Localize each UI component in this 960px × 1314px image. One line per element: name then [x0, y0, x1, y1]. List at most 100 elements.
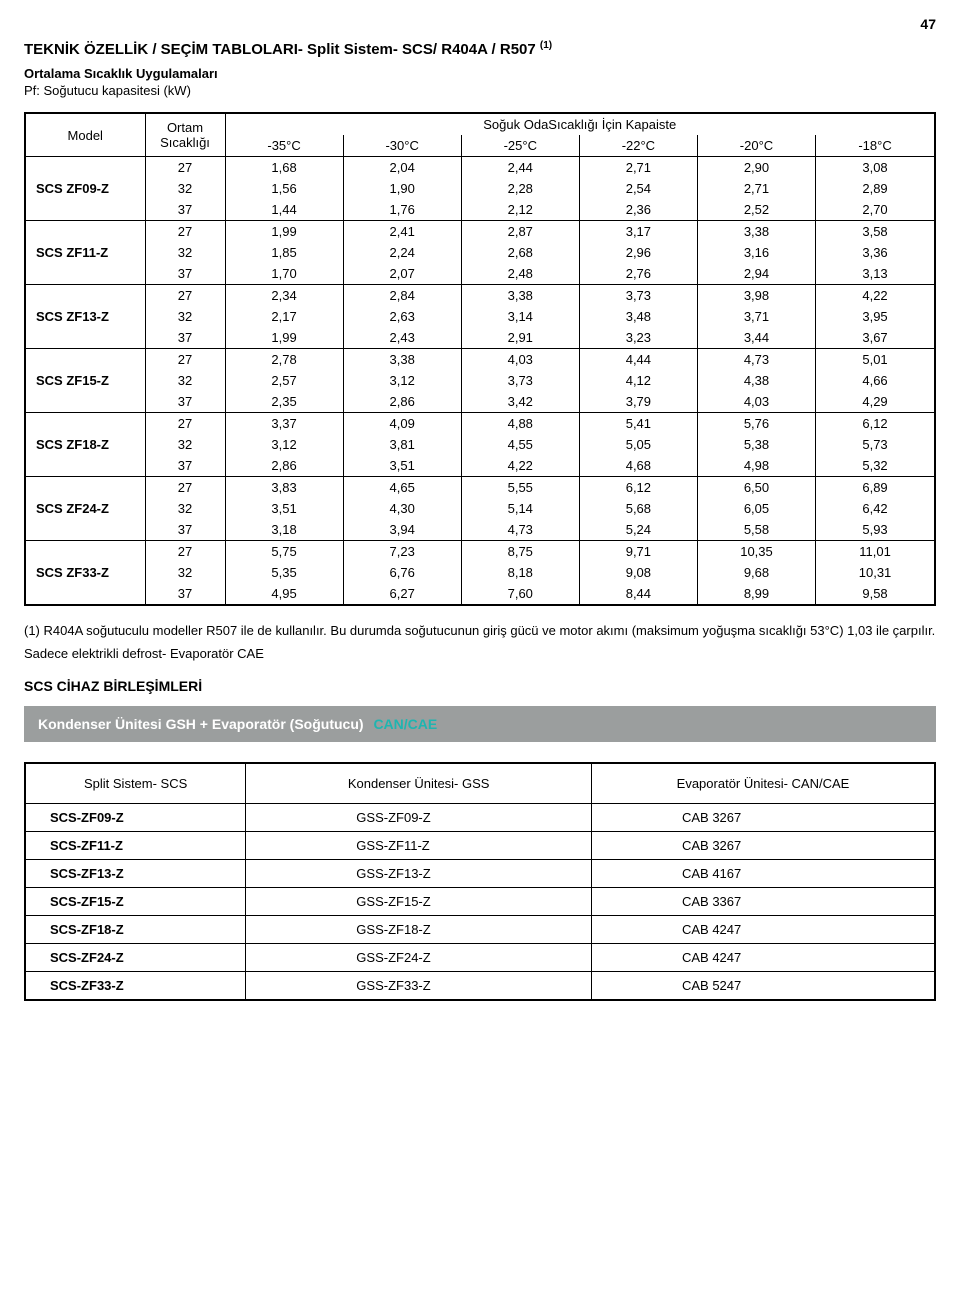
- ambient-cell: 32: [145, 242, 225, 263]
- value-cell: 9,08: [579, 562, 697, 583]
- value-cell: 9,71: [579, 541, 697, 563]
- pair-cell: GSS-ZF09-Z: [246, 803, 592, 831]
- temp-col-5: -18°C: [816, 135, 935, 157]
- table-row: 372,863,514,224,684,985,32: [25, 455, 935, 477]
- value-cell: 2,28: [461, 178, 579, 199]
- model-cell: SCS ZF11-Z: [25, 221, 145, 285]
- value-cell: 1,70: [225, 263, 343, 285]
- value-cell: 5,93: [816, 519, 935, 541]
- pair-cell: GSS-ZF24-Z: [246, 943, 592, 971]
- table-row: SCS-ZF09-ZGSS-ZF09-ZCAB 3267: [25, 803, 935, 831]
- footnote-1: (1) R404A soğutuculu modeller R507 ile d…: [24, 622, 936, 641]
- value-cell: 3,94: [343, 519, 461, 541]
- value-cell: 5,58: [697, 519, 815, 541]
- value-cell: 4,98: [697, 455, 815, 477]
- table-row: 325,356,768,189,089,6810,31: [25, 562, 935, 583]
- table-row: 321,561,902,282,542,712,89: [25, 178, 935, 199]
- value-cell: 4,30: [343, 498, 461, 519]
- value-cell: 2,12: [461, 199, 579, 221]
- value-cell: 6,27: [343, 583, 461, 605]
- table-row: SCS-ZF13-ZGSS-ZF13-ZCAB 4167: [25, 859, 935, 887]
- value-cell: 3,38: [343, 349, 461, 371]
- ambient-cell: 37: [145, 455, 225, 477]
- pf-line: Pf: Soğutucu kapasitesi (kW): [24, 83, 936, 98]
- value-cell: 5,55: [461, 477, 579, 499]
- value-cell: 2,63: [343, 306, 461, 327]
- value-cell: 2,57: [225, 370, 343, 391]
- ambient-cell: 27: [145, 349, 225, 371]
- footnote-2: Sadece elektrikli defrost- Evaporatör CA…: [24, 645, 936, 664]
- value-cell: 3,38: [697, 221, 815, 243]
- value-cell: 4,12: [579, 370, 697, 391]
- pair-cell: SCS-ZF13-Z: [25, 859, 246, 887]
- value-cell: 2,71: [579, 157, 697, 179]
- value-cell: 3,81: [343, 434, 461, 455]
- value-cell: 3,58: [816, 221, 935, 243]
- value-cell: 2,34: [225, 285, 343, 307]
- value-cell: 4,95: [225, 583, 343, 605]
- value-cell: 4,73: [697, 349, 815, 371]
- value-cell: 6,50: [697, 477, 815, 499]
- table-row: SCS ZF18-Z273,374,094,885,415,766,12: [25, 413, 935, 435]
- page-title: TEKNİK ÖZELLİK / SEÇİM TABLOLARI- Split …: [24, 40, 936, 58]
- pair-cell: SCS-ZF15-Z: [25, 887, 246, 915]
- value-cell: 2,35: [225, 391, 343, 413]
- table-row: 323,514,305,145,686,056,42: [25, 498, 935, 519]
- value-cell: 2,78: [225, 349, 343, 371]
- table-row: 374,956,277,608,448,999,58: [25, 583, 935, 605]
- value-cell: 2,76: [579, 263, 697, 285]
- value-cell: 5,38: [697, 434, 815, 455]
- table-row: SCS ZF11-Z271,992,412,873,173,383,58: [25, 221, 935, 243]
- hdr-model: Model: [25, 113, 145, 157]
- ambient-cell: 27: [145, 157, 225, 179]
- table-row: 323,123,814,555,055,385,73: [25, 434, 935, 455]
- table-row: SCS ZF09-Z271,682,042,442,712,903,08: [25, 157, 935, 179]
- value-cell: 3,12: [343, 370, 461, 391]
- grey-bar-main: Kondenser Ünitesi GSH + Evaporatör (Soğu…: [38, 716, 364, 732]
- value-cell: 3,95: [816, 306, 935, 327]
- value-cell: 6,89: [816, 477, 935, 499]
- value-cell: 5,32: [816, 455, 935, 477]
- value-cell: 3,14: [461, 306, 579, 327]
- model-cell: SCS ZF24-Z: [25, 477, 145, 541]
- table-row: 373,183,944,735,245,585,93: [25, 519, 935, 541]
- value-cell: 3,36: [816, 242, 935, 263]
- value-cell: 2,96: [579, 242, 697, 263]
- ambient-cell: 27: [145, 541, 225, 563]
- model-cell: SCS ZF33-Z: [25, 541, 145, 606]
- value-cell: 6,42: [816, 498, 935, 519]
- ambient-cell: 32: [145, 306, 225, 327]
- table-row: SCS-ZF33-ZGSS-ZF33-ZCAB 5247: [25, 971, 935, 1000]
- pair-cell: GSS-ZF11-Z: [246, 831, 592, 859]
- value-cell: 8,18: [461, 562, 579, 583]
- pair-tbody: SCS-ZF09-ZGSS-ZF09-ZCAB 3267SCS-ZF11-ZGS…: [25, 803, 935, 1000]
- value-cell: 5,73: [816, 434, 935, 455]
- temp-col-1: -30°C: [343, 135, 461, 157]
- value-cell: 2,04: [343, 157, 461, 179]
- value-cell: 3,44: [697, 327, 815, 349]
- pair-hdr-0: Split Sistem- SCS: [25, 763, 246, 804]
- pair-cell: SCS-ZF18-Z: [25, 915, 246, 943]
- table-row: SCS ZF24-Z273,834,655,556,126,506,89: [25, 477, 935, 499]
- value-cell: 4,29: [816, 391, 935, 413]
- title-text: TEKNİK ÖZELLİK / SEÇİM TABLOLARI- Split …: [24, 41, 536, 58]
- value-cell: 2,90: [697, 157, 815, 179]
- value-cell: 4,68: [579, 455, 697, 477]
- pair-cell: GSS-ZF18-Z: [246, 915, 592, 943]
- value-cell: 3,08: [816, 157, 935, 179]
- ambient-cell: 37: [145, 327, 225, 349]
- spec-tbody: SCS ZF09-Z271,682,042,442,712,903,08321,…: [25, 157, 935, 606]
- value-cell: 2,17: [225, 306, 343, 327]
- value-cell: 3,13: [816, 263, 935, 285]
- pair-cell: CAB 5247: [591, 971, 935, 1000]
- value-cell: 3,12: [225, 434, 343, 455]
- value-cell: 4,03: [461, 349, 579, 371]
- value-cell: 4,88: [461, 413, 579, 435]
- pair-hdr-1: Kondenser Ünitesi- GSS: [246, 763, 592, 804]
- ambient-cell: 32: [145, 370, 225, 391]
- spec-table: Model Ortam Sıcaklığı Soğuk OdaSıcaklığı…: [24, 112, 936, 606]
- value-cell: 2,44: [461, 157, 579, 179]
- ambient-cell: 37: [145, 391, 225, 413]
- value-cell: 10,35: [697, 541, 815, 563]
- value-cell: 4,38: [697, 370, 815, 391]
